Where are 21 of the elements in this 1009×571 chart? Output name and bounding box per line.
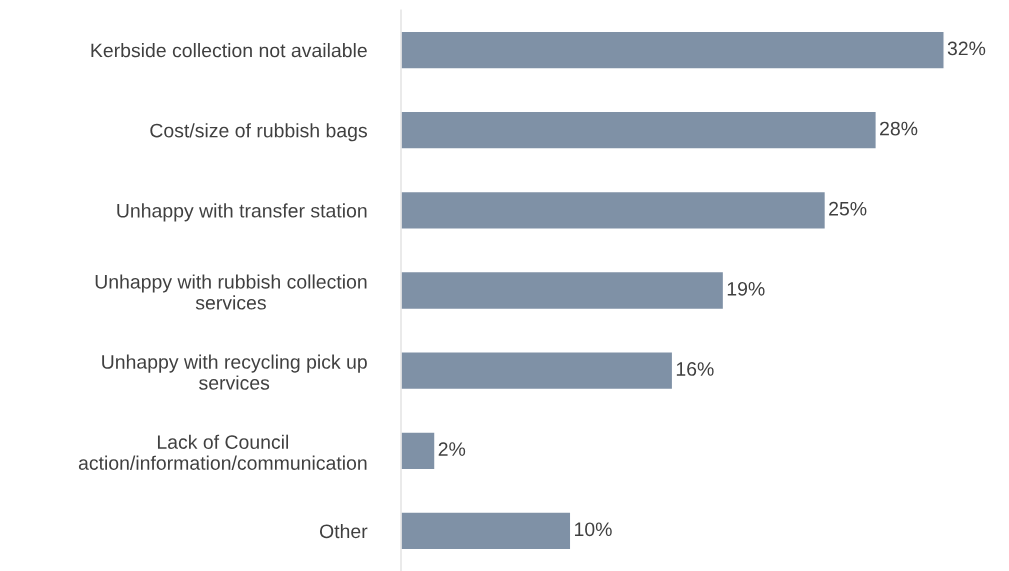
- bar: [401, 30, 945, 70]
- data-label: 16%: [676, 362, 714, 376]
- y-tick-label: Other: [319, 523, 368, 539]
- data-label: 2%: [438, 442, 466, 456]
- data-label: 19%: [727, 281, 765, 296]
- y-tick-label: Unhappy with recycling pick up services: [102, 354, 367, 390]
- data-label: 32%: [947, 41, 986, 56]
- bar: [401, 351, 674, 391]
- bar: [401, 511, 572, 551]
- data-label: 25%: [829, 201, 867, 216]
- y-tick-label: Kerbside collection not available: [91, 43, 367, 58]
- bar: [401, 270, 725, 311]
- data-label: 10%: [575, 522, 612, 537]
- y-tick-label: Lack of Council action/information/communication: [78, 434, 367, 470]
- bar: [401, 431, 436, 471]
- y-tick-label: Unhappy with transfer station: [117, 203, 367, 222]
- bar: [401, 110, 877, 150]
- bar: [401, 190, 827, 230]
- data-label: 28%: [880, 121, 918, 136]
- y-tick-label: Unhappy with rubbish collection services: [95, 274, 367, 310]
- y-tick-label: Cost/size of rubbish bags: [150, 123, 367, 142]
